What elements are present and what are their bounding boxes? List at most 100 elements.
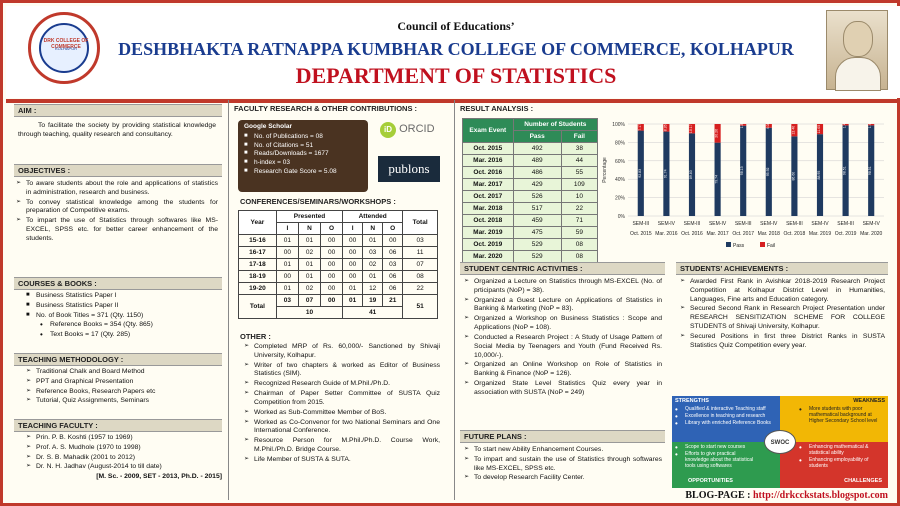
table-cell: 02 — [297, 246, 322, 259]
table-cell: 109 — [560, 178, 599, 191]
data-label: 79.74 — [715, 175, 719, 184]
total-cell: 01 — [342, 294, 364, 307]
activity-item: Organized a Lecture on Statistics throug… — [464, 278, 662, 296]
logo-text: DRK COLLEGE OF COMMERCE — [43, 38, 89, 50]
header: DRK COLLEGE OF COMMERCE KOLHAPUR Council … — [6, 6, 900, 98]
table-cell: 00 — [319, 282, 344, 295]
x-tick-label: Oct. 2019 — [835, 231, 857, 237]
college-logo: DRK COLLEGE OF COMMERCE KOLHAPUR — [28, 12, 100, 84]
contribution-item: Completed MRP of Rs. 60,000/- Sanctioned… — [244, 343, 440, 361]
orcid-logo[interactable]: iD ORCID — [380, 122, 440, 144]
table-cell: Mar. 2018 — [462, 202, 514, 215]
x-tick-label: SEM-III — [786, 221, 803, 227]
bar-pass — [663, 131, 670, 216]
plan-item: To impart and sustain the use of Statist… — [464, 456, 662, 474]
challenge-item: Enhancing mathematical & statistical abi… — [799, 443, 885, 456]
table-cell: 38 — [560, 142, 599, 155]
table-row: 15-16 01 01 00 00 01 00 03 — [238, 234, 438, 247]
bar-pass — [868, 125, 875, 216]
bar-fail — [688, 124, 696, 134]
table-cell: 06 — [382, 270, 404, 283]
x-tick-label: SEM-IV — [863, 221, 881, 227]
table-cell: 00 — [382, 234, 404, 247]
y-tick-label: 100% — [612, 122, 625, 128]
total-cell: 21 — [382, 294, 404, 307]
contribution-item: Resource Person for M.Phil./Ph.D. Course… — [244, 437, 440, 455]
book-item: Text Books = 17 (Qty. 285) — [40, 330, 222, 340]
faculty-list: Prin. P. B. Koshti (1957 to 1969)Prof. A… — [26, 434, 222, 482]
legend-swatch — [760, 242, 765, 247]
bar-fail — [842, 124, 849, 126]
publons-logo[interactable]: publons — [378, 156, 440, 182]
column-divider — [454, 100, 455, 500]
data-label: 1.49 — [868, 121, 872, 128]
table-cell: 18-19 — [238, 270, 277, 283]
blog-link[interactable]: BLOG-PAGE : http://drkcckstats.blogspot.… — [648, 490, 888, 502]
table-cell: Oct. 2017 — [462, 190, 514, 203]
weakness-title: WEAKNESS — [853, 398, 885, 404]
aim-text: To facilitate the society by providing s… — [18, 122, 216, 138]
council-name: Council of Educations’ — [397, 19, 515, 33]
table-cell: 529 — [512, 250, 562, 263]
table-cell: 01 — [275, 258, 299, 271]
strength-item: Excellence in teaching and research — [675, 412, 777, 422]
method-item: Reference Books, Research Papers etc — [26, 388, 222, 397]
faculty-item: Prof. A. S. Mudhole (1970 to 1998) — [26, 444, 222, 453]
table-cell: 08 — [402, 270, 438, 283]
courses-list: Business Statistics Paper IBusiness Stat… — [26, 292, 222, 341]
col-pass: Pass — [512, 130, 562, 143]
table-cell: 03 — [362, 246, 384, 259]
table-cell: 08 — [560, 238, 599, 251]
grand-total: 51 — [402, 294, 438, 319]
data-label: 89.83 — [689, 170, 693, 179]
col-year: Year — [238, 210, 277, 235]
col-attended: Attended — [342, 210, 404, 223]
x-tick-label: SEM-IV — [811, 221, 829, 227]
table-cell: Oct. 2019 — [462, 238, 514, 251]
x-tick-label: SEM-III — [632, 221, 649, 227]
other-heading: OTHER : — [240, 332, 271, 341]
department-title: DEPARTMENT OF STATISTICS — [295, 63, 617, 88]
x-tick-label: Oct. 2015 — [630, 231, 652, 237]
data-label: 8.26 — [663, 124, 667, 131]
results-table: Exam Event Number of Students Pass Fail Oc… — [462, 118, 599, 263]
challenge-item: Enhancing employability of students — [799, 456, 885, 469]
research-heading: FACULTY RESEARCH & OTHER CONTRIBUTIONS : — [234, 104, 418, 113]
founder-portrait — [826, 10, 888, 91]
student-list: Organized a Lecture on Statistics throug… — [464, 278, 662, 399]
faculty-item: Dr. S. B. Mahadik (2001 to 2012) — [26, 454, 222, 463]
x-tick-label: Mar. 2017 — [706, 231, 728, 237]
faculty-heading: TEACHING FACULTY : — [14, 419, 222, 432]
teaching-method-heading: TEACHING METHODOLOGY : — [14, 353, 222, 366]
bar-pass — [816, 134, 824, 216]
faculty-item: Dr. N. H. Jadhav (August-2014 to till da… — [26, 463, 222, 472]
method-item: PPT and Graphical Presentation — [26, 378, 222, 387]
plan-item: To develop Research Facility Center. — [464, 474, 662, 483]
scholar-metric: h-index = 03 — [244, 159, 362, 167]
y-tick-label: 80% — [615, 140, 626, 146]
bar-fail — [816, 124, 824, 135]
table-row: 18-19 00 01 00 00 01 06 08 — [238, 270, 438, 283]
table-cell: 19-20 — [238, 282, 277, 295]
activity-item: Organized a Guest Lecture on Application… — [464, 297, 662, 315]
table-cell: 492 — [512, 142, 562, 155]
plan-item: To start new Ability Enhancement Courses… — [464, 446, 662, 455]
total-cell: 03 — [275, 294, 299, 307]
table-cell: Oct. 2018 — [462, 214, 514, 227]
objective-item: To convey statistical knowledge among th… — [16, 199, 218, 217]
sub-col: O — [382, 222, 404, 235]
table-cell: Oct. 2016 — [462, 166, 514, 179]
data-label: 4.08 — [766, 122, 770, 129]
blog-url[interactable]: http://drkcckstats.blogspot.com — [752, 490, 888, 501]
data-label: 98.13 — [740, 166, 744, 175]
table-cell: 486 — [512, 166, 562, 179]
data-label: 11.05 — [817, 125, 821, 134]
table-cell: 22 — [560, 202, 599, 215]
x-tick-label: Oct. 2017 — [732, 231, 754, 237]
y-tick-label: 60% — [615, 159, 626, 165]
column-divider — [228, 100, 229, 500]
bar-fail — [791, 124, 798, 137]
table-cell: 429 — [512, 178, 562, 191]
total-label: Total — [238, 294, 277, 319]
bar-fail — [868, 124, 875, 126]
